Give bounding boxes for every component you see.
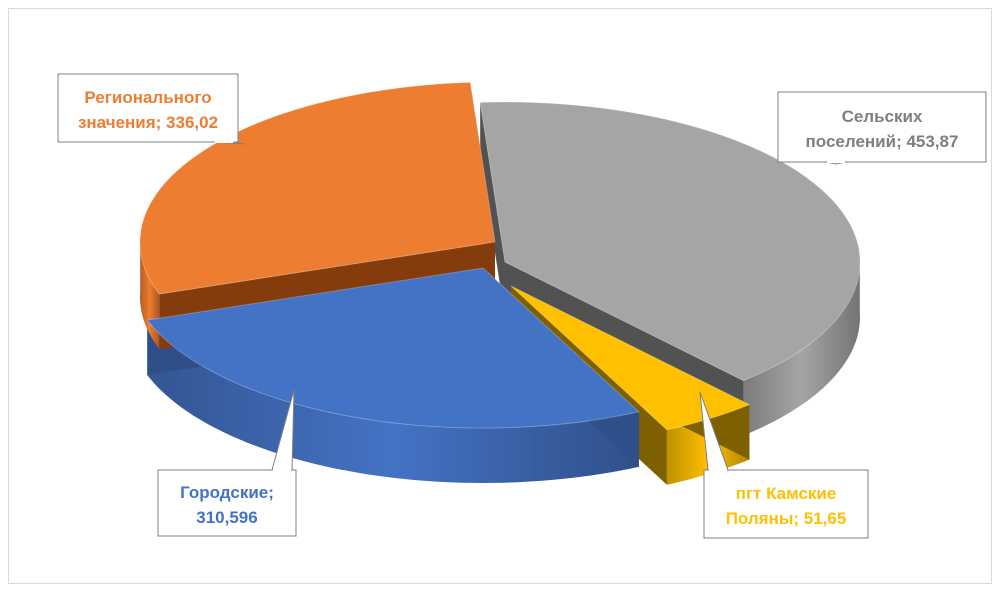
data-label-1: пгт Камские Поляны; 51,65 <box>699 391 869 539</box>
data-label-line1: Регионального <box>84 88 211 107</box>
data-label-line2: 310,596 <box>196 508 257 527</box>
data-label-3: Регионального значения; 336,02 <box>57 73 245 145</box>
data-label-line1: Сельских <box>842 107 923 126</box>
pie-rim-shade-2 <box>147 320 639 483</box>
pie-slice-0 <box>479 101 861 382</box>
pie-rim-shade-0 <box>743 256 860 436</box>
data-label-line1: пгт Камские <box>736 484 837 503</box>
data-label-0: Сельских поселений; 453,87 <box>777 91 987 165</box>
pie-slice-3 <box>139 81 496 295</box>
callout-box <box>703 469 869 539</box>
data-label-line1: Городские; <box>180 483 274 502</box>
data-label-line2: поселений; 453,87 <box>806 132 959 151</box>
callout-box <box>157 469 297 537</box>
callout-box <box>777 91 987 163</box>
pie-slice-1 <box>510 285 751 431</box>
pie-wall-0-0 <box>480 102 505 318</box>
pie-slice-2 <box>146 267 640 429</box>
data-label-2: Городские; 310,596 <box>157 389 297 537</box>
callout-box <box>57 73 239 143</box>
data-label-line2: Поляны; 51,65 <box>726 509 847 528</box>
data-label-line2: значения; 336,02 <box>78 113 218 132</box>
